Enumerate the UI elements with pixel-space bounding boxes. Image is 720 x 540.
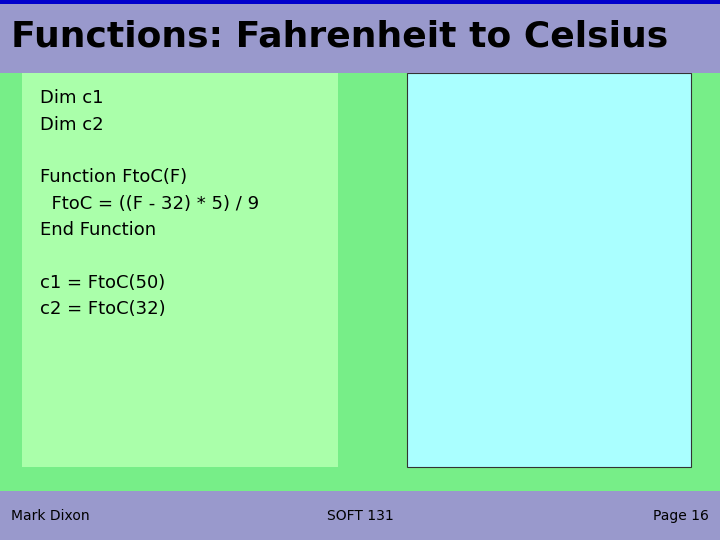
Bar — [0, 0, 720, 73]
Bar — [0, 0, 720, 4]
Text: SOFT 131: SOFT 131 — [327, 509, 393, 523]
Text: COMPUTER MEMORY: COMPUTER MEMORY — [433, 48, 640, 66]
Bar — [0, 491, 720, 540]
Text: Functions: Fahrenheit to Celsius: Functions: Fahrenheit to Celsius — [11, 19, 668, 53]
Bar — [407, 73, 691, 467]
Bar — [22, 73, 338, 467]
Text: Mark Dixon: Mark Dixon — [11, 509, 89, 523]
Text: Page 16: Page 16 — [653, 509, 709, 523]
Text: Dim c1
Dim c2

Function FtoC(F)
  FtoC = ((F - 32) * 5) / 9
End Function

c1 = F: Dim c1 Dim c2 Function FtoC(F) FtoC = ((… — [40, 89, 258, 318]
